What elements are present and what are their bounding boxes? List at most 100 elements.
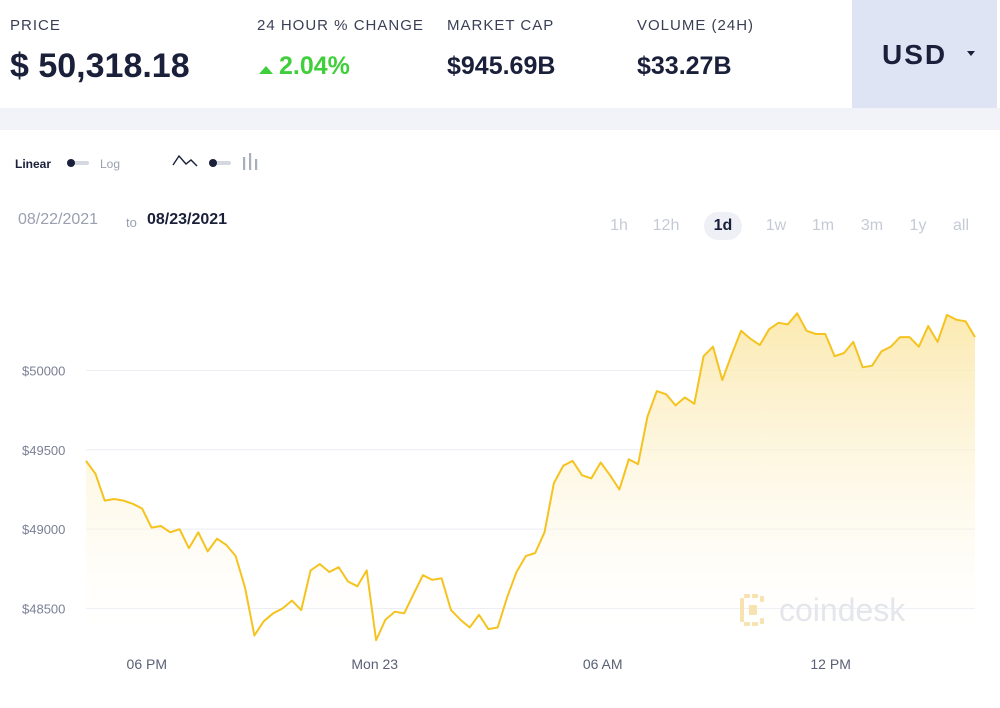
price-point[interactable] xyxy=(580,473,584,477)
price-point[interactable] xyxy=(674,403,678,407)
price-point[interactable] xyxy=(458,618,462,622)
price-point[interactable] xyxy=(917,345,921,349)
price-point[interactable] xyxy=(468,626,472,630)
price-point[interactable] xyxy=(786,322,790,326)
price-point[interactable] xyxy=(720,378,724,382)
date-from[interactable]: 08/22/2021 xyxy=(18,211,99,228)
range-tab-1y[interactable]: 1y xyxy=(909,217,927,234)
price-point[interactable] xyxy=(739,329,743,333)
price-point[interactable] xyxy=(777,321,781,325)
price-point[interactable] xyxy=(449,608,453,612)
price-point[interactable] xyxy=(617,488,621,492)
price-point[interactable] xyxy=(851,340,855,344)
price-point[interactable] xyxy=(767,327,771,331)
price-point[interactable] xyxy=(112,497,116,501)
price-point[interactable] xyxy=(505,595,509,599)
price-point[interactable] xyxy=(889,345,893,349)
price-point[interactable] xyxy=(552,481,556,485)
price-point[interactable] xyxy=(730,353,734,357)
price-point[interactable] xyxy=(711,345,715,349)
price-point[interactable] xyxy=(627,457,631,461)
price-point[interactable] xyxy=(393,610,397,614)
price-point[interactable] xyxy=(524,554,528,558)
price-point[interactable] xyxy=(842,351,846,355)
price-point[interactable] xyxy=(692,402,696,406)
price-point[interactable] xyxy=(150,526,154,530)
price-point[interactable] xyxy=(281,607,285,611)
price-point[interactable] xyxy=(234,554,238,558)
line-chart-icon[interactable] xyxy=(172,152,198,170)
price-point[interactable] xyxy=(224,543,228,547)
price-point[interactable] xyxy=(533,551,537,555)
price-point[interactable] xyxy=(168,530,172,534)
range-tab-12h[interactable]: 12h xyxy=(652,217,680,234)
price-point[interactable] xyxy=(823,332,827,336)
price-point[interactable] xyxy=(664,392,668,396)
price-point[interactable] xyxy=(412,592,416,596)
price-point[interactable] xyxy=(486,627,490,631)
price-point[interactable] xyxy=(355,584,359,588)
price-point[interactable] xyxy=(327,570,331,574)
range-tab-1m[interactable]: 1m xyxy=(811,217,835,234)
price-point[interactable] xyxy=(898,335,902,339)
price-point[interactable] xyxy=(365,568,369,572)
range-tab-1d[interactable]: 1d xyxy=(704,212,742,240)
currency-dropdown[interactable]: USD xyxy=(852,0,997,108)
price-point[interactable] xyxy=(140,507,144,511)
price-point[interactable] xyxy=(93,472,97,476)
price-point[interactable] xyxy=(309,568,313,572)
price-point[interactable] xyxy=(599,461,603,465)
price-point[interactable] xyxy=(589,476,593,480)
price-point[interactable] xyxy=(936,340,940,344)
price-point[interactable] xyxy=(945,313,949,317)
price-point[interactable] xyxy=(430,578,434,582)
price-point[interactable] xyxy=(440,576,444,580)
price-point[interactable] xyxy=(515,570,519,574)
price-point[interactable] xyxy=(702,354,706,358)
price-point[interactable] xyxy=(973,335,977,339)
price-point[interactable] xyxy=(318,562,322,566)
price-point[interactable] xyxy=(421,573,425,577)
price-point[interactable] xyxy=(964,319,968,323)
price-point[interactable] xyxy=(908,335,912,339)
price-point[interactable] xyxy=(159,524,163,528)
price-point[interactable] xyxy=(683,395,687,399)
price-point[interactable] xyxy=(870,364,874,368)
price-point[interactable] xyxy=(271,611,275,615)
price-point[interactable] xyxy=(374,638,378,642)
price-point[interactable] xyxy=(243,586,247,590)
price-point[interactable] xyxy=(795,311,799,315)
price-point[interactable] xyxy=(879,349,883,353)
scale-log-label[interactable]: Log xyxy=(100,157,121,171)
price-point[interactable] xyxy=(926,324,930,328)
price-point[interactable] xyxy=(103,499,107,503)
price-point[interactable] xyxy=(84,459,88,463)
price-point[interactable] xyxy=(477,613,481,617)
price-point[interactable] xyxy=(384,618,388,622)
price-point[interactable] xyxy=(121,499,125,503)
price-point[interactable] xyxy=(187,546,191,550)
range-tab-1w[interactable]: 1w xyxy=(765,217,787,234)
range-tab-1h[interactable]: 1h xyxy=(610,217,628,234)
price-point[interactable] xyxy=(346,580,350,584)
price-point[interactable] xyxy=(131,502,135,506)
price-point[interactable] xyxy=(561,464,565,468)
range-tab-3m[interactable]: 3m xyxy=(860,217,884,234)
price-point[interactable] xyxy=(178,527,182,531)
price-point[interactable] xyxy=(833,354,837,358)
price-point[interactable] xyxy=(571,459,575,463)
price-point[interactable] xyxy=(636,462,640,466)
price-point[interactable] xyxy=(262,619,266,623)
price-point[interactable] xyxy=(299,608,303,612)
price-point[interactable] xyxy=(814,332,818,336)
price-point[interactable] xyxy=(758,343,762,347)
price-point[interactable] xyxy=(496,626,500,630)
price-point[interactable] xyxy=(861,365,865,369)
price-point[interactable] xyxy=(337,565,341,569)
range-tab-all[interactable]: all xyxy=(952,217,969,234)
price-point[interactable] xyxy=(748,337,752,341)
chart-type-toggle[interactable] xyxy=(209,158,231,168)
price-point[interactable] xyxy=(655,389,659,393)
scale-toggle[interactable] xyxy=(67,158,89,168)
price-point[interactable] xyxy=(805,329,809,333)
